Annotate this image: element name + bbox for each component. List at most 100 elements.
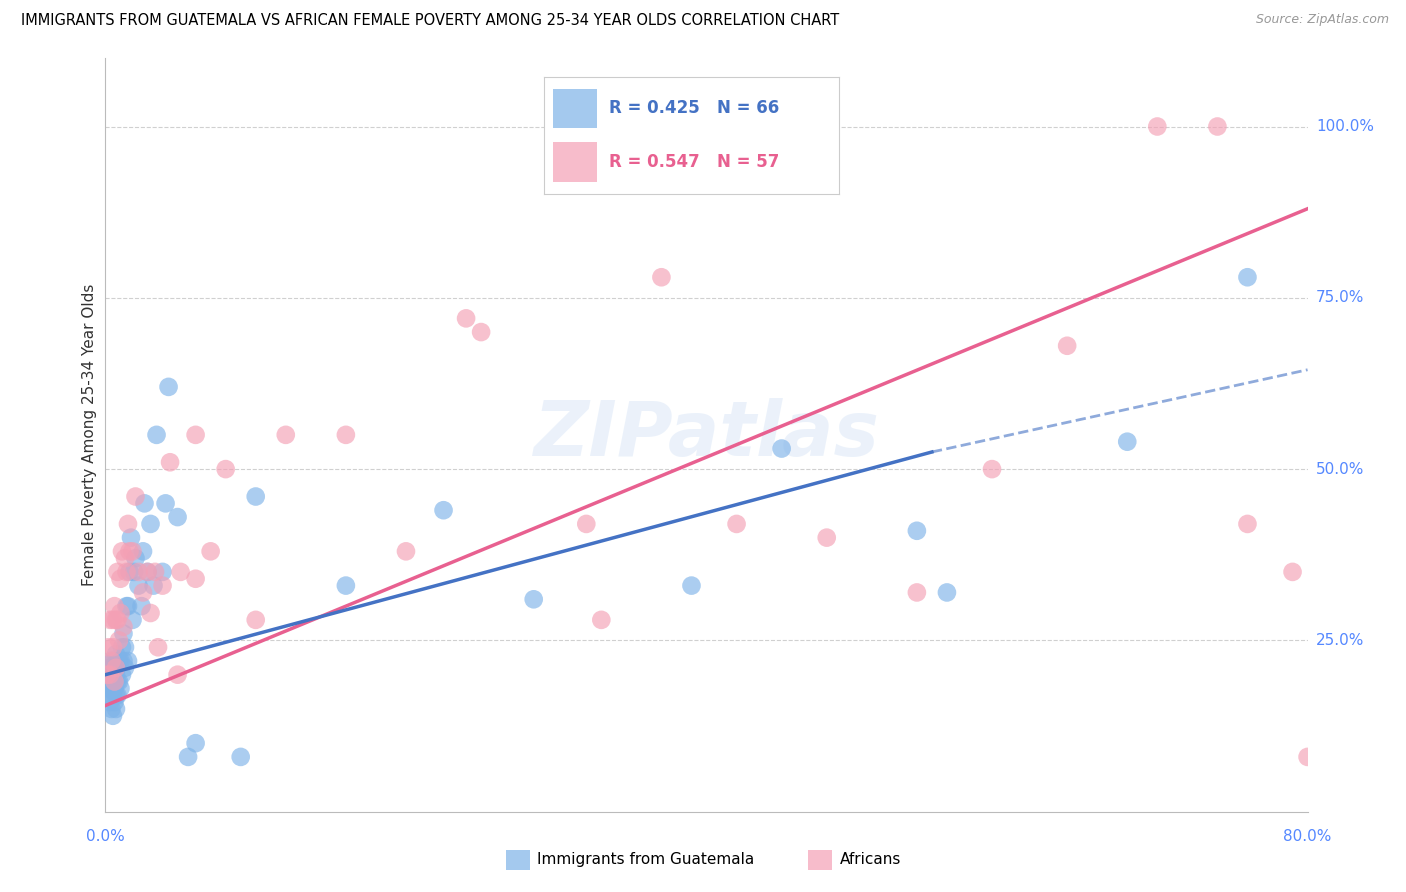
Point: [120, 531, 142, 545]
Point: [96, 681, 118, 696]
Point: [245, 613, 267, 627]
Point: [905, 524, 928, 538]
Point: [114, 551, 136, 566]
Point: [111, 640, 134, 655]
Text: Immigrants from Guatemala: Immigrants from Guatemala: [537, 853, 755, 867]
Point: [152, 578, 174, 592]
Point: [575, 516, 598, 531]
Point: [1281, 565, 1303, 579]
Text: IMMIGRANTS FROM GUATEMALA VS AFRICAN FEMALE POVERTY AMONG 25-34 YEAR OLDS CORREL: IMMIGRANTS FROM GUATEMALA VS AFRICAN FEM…: [21, 13, 839, 29]
Point: [104, 647, 127, 661]
Point: [104, 667, 127, 681]
Text: 75.0%: 75.0%: [1316, 290, 1364, 305]
Point: [155, 496, 177, 510]
Point: [132, 544, 155, 558]
Point: [395, 544, 418, 558]
Point: [98, 613, 121, 627]
Point: [157, 380, 180, 394]
Text: 100.0%: 100.0%: [1316, 119, 1374, 134]
Point: [229, 750, 252, 764]
Point: [115, 565, 138, 579]
Text: 0.0%: 0.0%: [86, 830, 125, 844]
Point: [124, 551, 146, 566]
Point: [184, 736, 207, 750]
Point: [184, 572, 207, 586]
Point: [523, 592, 546, 607]
Point: [107, 613, 129, 627]
Point: [115, 599, 138, 614]
Point: [110, 606, 132, 620]
Point: [104, 688, 127, 702]
Point: [96, 667, 118, 681]
Point: [104, 613, 127, 627]
Point: [101, 708, 124, 723]
Text: 80.0%: 80.0%: [1284, 830, 1331, 844]
Point: [101, 640, 124, 655]
Point: [98, 661, 121, 675]
Point: [681, 578, 703, 592]
Point: [101, 688, 124, 702]
Point: [101, 674, 124, 689]
Point: [132, 585, 155, 599]
Point: [139, 606, 162, 620]
Point: [145, 427, 167, 442]
Point: [112, 626, 135, 640]
Point: [121, 544, 143, 558]
Point: [107, 674, 129, 689]
Point: [139, 516, 162, 531]
Point: [98, 681, 121, 696]
Point: [169, 565, 191, 579]
Point: [117, 516, 139, 531]
Point: [108, 674, 131, 689]
Text: Africans: Africans: [839, 853, 901, 867]
Point: [103, 695, 125, 709]
Point: [335, 427, 357, 442]
Point: [1146, 120, 1168, 134]
Point: [100, 681, 122, 696]
Point: [104, 661, 127, 675]
Point: [166, 667, 188, 681]
Point: [101, 654, 124, 668]
Text: Source: ZipAtlas.com: Source: ZipAtlas.com: [1256, 13, 1389, 27]
Point: [159, 455, 181, 469]
Point: [905, 585, 928, 599]
Point: [104, 702, 127, 716]
Point: [770, 442, 793, 456]
Point: [143, 565, 166, 579]
Point: [100, 654, 122, 668]
Point: [146, 640, 169, 655]
Point: [118, 544, 141, 558]
Point: [117, 599, 139, 614]
Point: [101, 613, 124, 627]
Point: [112, 654, 135, 668]
Point: [136, 565, 159, 579]
Point: [650, 270, 672, 285]
Point: [103, 661, 125, 675]
Point: [134, 496, 156, 510]
Point: [454, 311, 477, 326]
Point: [110, 654, 132, 668]
Point: [1296, 750, 1319, 764]
Point: [103, 674, 125, 689]
Point: [108, 654, 131, 668]
Point: [124, 490, 146, 504]
Point: [177, 750, 200, 764]
Point: [110, 681, 132, 696]
Point: [152, 565, 174, 579]
Point: [107, 688, 129, 702]
Y-axis label: Female Poverty Among 25-34 Year Olds: Female Poverty Among 25-34 Year Olds: [82, 284, 97, 586]
Point: [103, 599, 125, 614]
Point: [118, 565, 141, 579]
Point: [128, 565, 150, 579]
Point: [100, 702, 122, 716]
Point: [131, 599, 153, 614]
Point: [274, 427, 297, 442]
Point: [128, 578, 150, 592]
Point: [1206, 120, 1229, 134]
Point: [1116, 434, 1139, 449]
Point: [142, 578, 165, 592]
Point: [98, 667, 121, 681]
Point: [470, 325, 492, 339]
Text: 25.0%: 25.0%: [1316, 633, 1364, 648]
Point: [97, 674, 120, 689]
